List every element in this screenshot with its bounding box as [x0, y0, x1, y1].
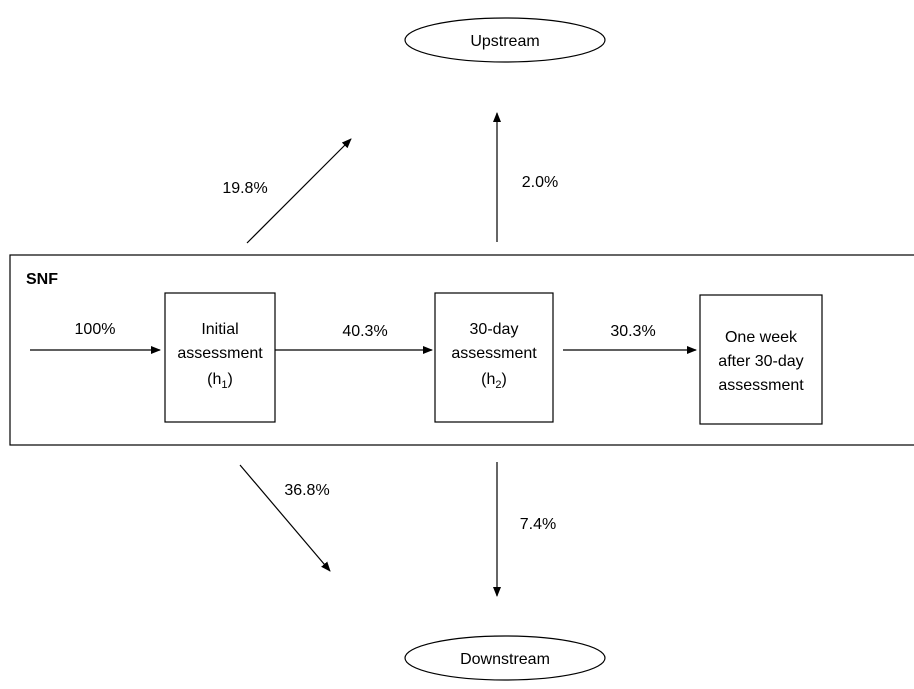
edge-label: 30.3% [610, 323, 655, 340]
initial-line: Initial [201, 321, 238, 338]
edge-label: 19.8% [222, 180, 267, 197]
initial-box [164, 292, 276, 423]
arrow [239, 464, 331, 572]
var-open: (h [207, 371, 221, 388]
edge-label: 36.8% [284, 482, 329, 499]
day30-box [434, 292, 554, 423]
week-box [699, 294, 823, 425]
snf-label: SNF [26, 271, 58, 288]
upstream-node [404, 17, 606, 63]
upstream-label: Upstream [470, 33, 539, 50]
initial-line: assessment [177, 345, 263, 362]
edge-label: 40.3% [342, 323, 387, 340]
edge-label: 100% [75, 321, 116, 338]
week-line: assessment [718, 377, 804, 394]
var-close: ) [228, 371, 233, 388]
day30-line: 30-day [470, 321, 519, 338]
week-line: after 30-day [718, 353, 803, 370]
week-line: One week [725, 329, 798, 346]
day30-line: assessment [451, 345, 537, 362]
edge-label: 2.0% [522, 174, 558, 191]
downstream-label: Downstream [460, 651, 550, 668]
initial-var: (h1) [207, 371, 233, 391]
var-sub: 2 [495, 379, 501, 391]
var-close: ) [502, 371, 507, 388]
edge-label: 7.4% [520, 516, 556, 533]
var-open: (h [481, 371, 495, 388]
downstream-node [404, 635, 606, 681]
arrow [246, 138, 352, 244]
day30-var: (h2) [481, 371, 507, 391]
var-sub: 1 [221, 379, 227, 391]
